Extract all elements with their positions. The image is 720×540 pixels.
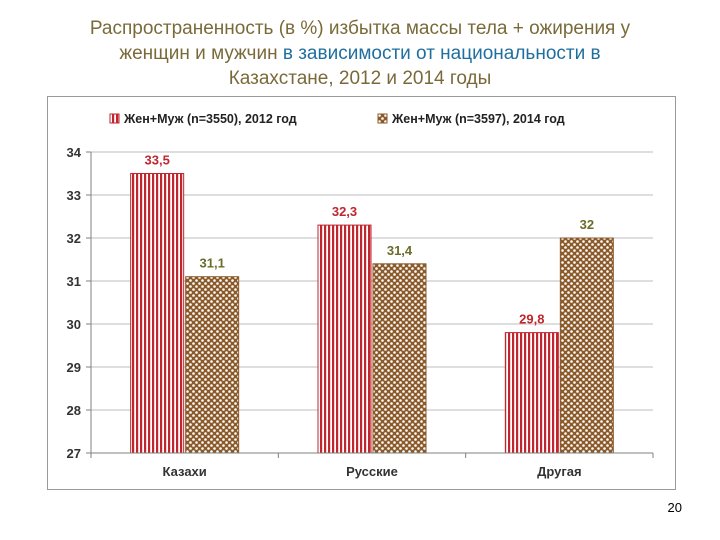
data-label: 32 <box>580 217 594 232</box>
title-line-3: Казахстане, 2012 и 2014 годы <box>228 68 492 89</box>
y-tick-label: 33 <box>67 188 81 203</box>
bar <box>559 237 614 454</box>
legend-label: Жен+Муж (n=3550), 2012 год <box>123 112 297 126</box>
bar <box>317 224 372 454</box>
data-label: 32,3 <box>332 204 357 219</box>
category-label: Русские <box>346 464 398 479</box>
data-label: 29,8 <box>519 312 544 327</box>
y-tick-label: 29 <box>67 360 81 375</box>
y-tick-label: 30 <box>67 317 81 332</box>
bar <box>504 332 559 454</box>
bar <box>185 276 240 454</box>
category-label: Казахи <box>163 464 207 479</box>
legend-label: Жен+Муж (n=3597), 2014 год <box>391 112 565 126</box>
slide-title: Распространенность (в %) избытка массы т… <box>20 16 700 91</box>
legend-swatch <box>109 113 120 124</box>
y-tick-label: 32 <box>67 231 81 246</box>
bar <box>372 263 427 454</box>
title-line-1: Распространенность (в %) избытка массы т… <box>89 18 631 39</box>
category-label: Другая <box>537 464 582 479</box>
title-line-2: женщин и мужчин в зависимости от национа… <box>20 41 700 66</box>
y-tick-label: 31 <box>67 274 81 289</box>
y-tick-label: 28 <box>67 403 81 418</box>
title-line-2-part-a: женщин и мужчин <box>119 43 283 64</box>
data-label: 31,4 <box>387 243 413 258</box>
y-tick-label: 34 <box>67 145 82 160</box>
legend-swatch <box>377 113 388 124</box>
page-number: 20 <box>667 500 682 515</box>
bar <box>130 173 185 454</box>
title-line-2-part-b: в зависимости от национальности в <box>282 43 601 64</box>
data-label: 31,1 <box>200 256 225 271</box>
y-tick-label: 27 <box>67 446 81 461</box>
data-label: 33,5 <box>145 153 170 168</box>
